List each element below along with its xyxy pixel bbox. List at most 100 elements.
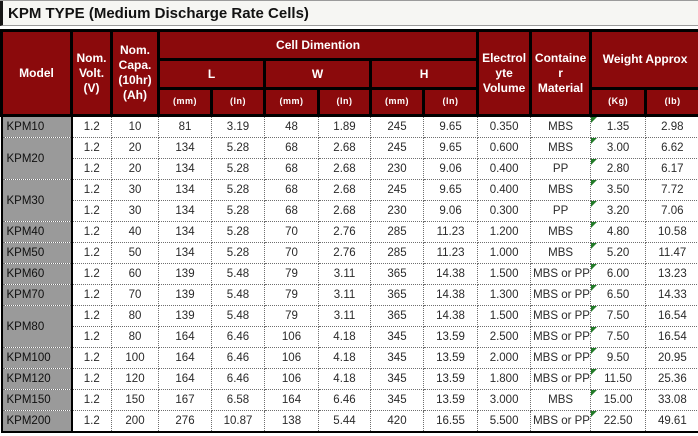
kg-value: 4.80	[606, 226, 630, 238]
model-cell: KPM200	[0, 410, 73, 433]
data-cell: 14.38	[422, 284, 479, 306]
data-cell: 5.28	[211, 242, 265, 264]
data-cell: 5.28	[211, 158, 265, 180]
data-cell: 6.58	[211, 389, 265, 411]
data-cell: 48	[264, 114, 319, 138]
data-cell: MBS or PP	[530, 347, 592, 369]
model-cell: KPM60	[0, 263, 73, 285]
table-body: KPM10 1.2 10 81 3.19 48 1.89 245 9.65 0.350 MBS 1.3…	[0, 114, 698, 433]
data-cell: 1.2	[71, 114, 112, 138]
table-row: KPM80 1.2 80 139 5.48 79 3.11 365 14.38 1.500 MBS …	[0, 305, 698, 348]
data-cell: 420	[370, 410, 424, 433]
data-cell: 2.80	[590, 158, 647, 180]
table-row: 1.2 80 164 6.46 106 4.18 345 13.59 2.500 MBS or P…	[2, 326, 698, 348]
data-cell: 6.46	[211, 326, 265, 348]
data-cell: 0.300	[477, 200, 532, 222]
data-cell: 13.59	[422, 368, 479, 390]
error-marker-icon	[591, 390, 598, 396]
error-marker-icon	[591, 411, 598, 417]
data-cell: 1.2	[71, 347, 112, 369]
header-model: Model	[0, 29, 73, 117]
data-cell: 5.48	[211, 263, 265, 285]
data-cell: MBS	[530, 242, 592, 264]
data-cell: 1.2	[71, 410, 112, 433]
kg-value: 22.50	[603, 415, 633, 427]
data-cell: 10	[111, 114, 159, 138]
data-cell: 345	[370, 368, 424, 390]
data-cell: MBS or PP	[530, 368, 592, 390]
data-cell: 14.38	[422, 263, 479, 285]
data-cell: 6.17	[645, 158, 698, 180]
model-cell: KPM40	[0, 221, 73, 243]
data-cell: 150	[111, 389, 159, 411]
data-cell: 164	[264, 389, 319, 411]
table-row: KPM30 1.2 30 134 5.28 68 2.68 245 9.65 0.400 MBS 3.…	[0, 179, 698, 222]
data-cell: 139	[158, 305, 212, 327]
data-cell: 81	[158, 114, 212, 138]
data-cell: 9.06	[422, 158, 479, 180]
data-cell: 68	[264, 179, 319, 201]
kpm-spec-table: Model Nom. Volt. (V) Nom. Capa. (10hr) (…	[0, 29, 698, 433]
data-cell: 7.50	[590, 305, 647, 327]
data-cell: 6.50	[590, 284, 647, 306]
data-cell: 79	[264, 263, 319, 285]
data-cell: MBS or PP	[530, 410, 592, 433]
table-row: KPM60 1.2 60 139 5.48 79 3.11 365 14.38 1.500 MBS …	[0, 263, 698, 285]
kg-value: 2.80	[606, 163, 630, 175]
header-dim-l: L	[157, 58, 266, 90]
data-cell: MBS	[530, 137, 592, 159]
data-cell: 3.11	[318, 305, 371, 327]
data-cell: 365	[370, 284, 424, 306]
kg-value: 11.50	[604, 373, 633, 385]
data-cell: 164	[158, 326, 212, 348]
table-row: 1.2 30 134 5.28 68 2.68 230 9.06 0.300 PP 3.20 7.06	[2, 200, 698, 222]
data-cell: 1.500	[477, 305, 532, 327]
header-unit-in: (In)	[210, 87, 266, 117]
model-cell: KPM150	[0, 389, 73, 411]
kg-value: 3.00	[606, 142, 630, 154]
data-cell: MBS or PP	[530, 326, 592, 348]
header-weight-approx: Weight Approx	[589, 29, 698, 90]
error-marker-icon	[591, 117, 598, 123]
data-cell: 7.06	[645, 200, 698, 222]
data-cell: 6.46	[318, 389, 371, 411]
data-cell: 7.72	[645, 179, 698, 201]
data-cell: 9.65	[422, 114, 479, 138]
data-cell: 0.400	[477, 158, 532, 180]
data-cell: MBS or PP	[530, 263, 592, 285]
data-cell: 1.2	[71, 158, 112, 180]
data-cell: MBS	[530, 179, 592, 201]
data-cell: MBS	[530, 114, 592, 138]
error-marker-icon	[591, 243, 598, 249]
header-unit-kg: (Kg)	[589, 87, 648, 117]
data-cell: 20	[111, 158, 159, 180]
error-marker-icon	[591, 138, 598, 144]
data-cell: 9.06	[422, 200, 479, 222]
data-cell: 164	[158, 368, 212, 390]
data-cell: 139	[158, 284, 212, 306]
data-cell: 2.76	[318, 242, 371, 264]
data-cell: 30	[111, 179, 159, 201]
kg-value: 15.00	[603, 394, 633, 406]
data-cell: 1.2	[71, 263, 112, 285]
data-cell: 1.2	[71, 389, 112, 411]
data-cell: 1.2	[71, 305, 112, 327]
data-cell: 1.800	[477, 368, 532, 390]
data-cell: 230	[370, 200, 424, 222]
data-cell: 365	[370, 263, 424, 285]
kg-value: 6.50	[606, 289, 630, 301]
data-cell: 79	[264, 305, 319, 327]
table-row: KPM70 1.2 70 139 5.48 79 3.11 365 14.38 1.300 MBS …	[0, 284, 698, 306]
data-cell: 3.00	[590, 137, 647, 159]
data-cell: 40	[111, 221, 159, 243]
data-cell: 1.2	[71, 137, 112, 159]
kg-value: 7.50	[606, 310, 630, 322]
data-cell: PP	[530, 200, 592, 222]
data-cell: 5.48	[211, 305, 265, 327]
data-cell: 167	[158, 389, 212, 411]
header-electrolyte-volume: Electrolyte Volume	[476, 29, 533, 117]
data-cell: 134	[158, 221, 212, 243]
data-cell: 1.2	[71, 221, 112, 243]
data-cell: 4.18	[318, 326, 371, 348]
data-cell: 1.2	[71, 200, 112, 222]
